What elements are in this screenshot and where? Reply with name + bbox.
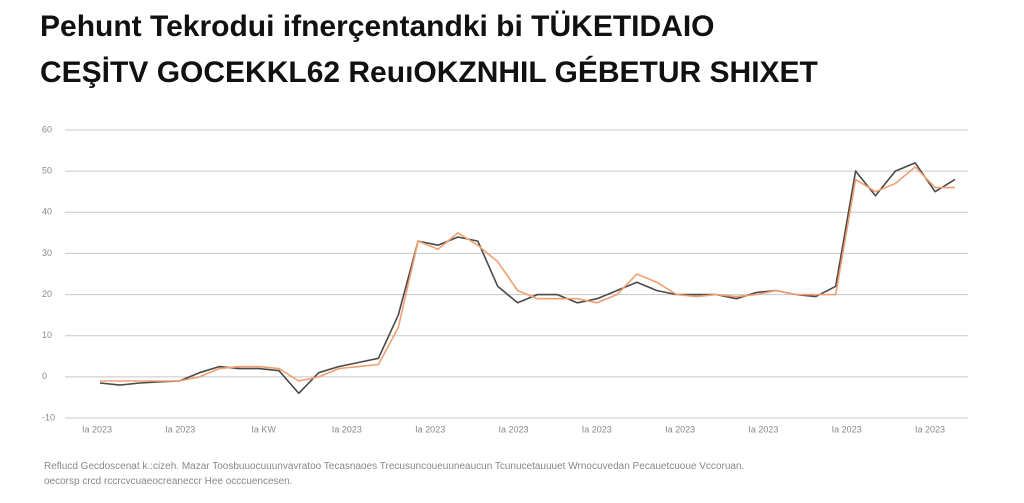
x-tick-label: Ia 2023	[748, 424, 778, 434]
series-line	[99, 162, 956, 395]
footnote: oecorsp crcd rccrcvcuaeocreaneccr Hee oc…	[44, 476, 292, 487]
x-tick-label: Ia 2023	[165, 424, 195, 434]
x-tick-label: Ia 2023	[665, 424, 695, 434]
x-tick-label: Ia 2023	[582, 424, 612, 434]
x-tick-label: Ia 2023	[498, 424, 528, 434]
x-tick-label: Ia 2023	[332, 424, 362, 434]
x-tick-label: Ia 2023	[915, 424, 945, 434]
footnote: Reflucd Gecdoscenat k.:cizeh. Mazar Toos…	[44, 461, 744, 472]
x-tick-label: Ia KW	[251, 424, 276, 434]
y-tick-label: 60	[42, 124, 52, 134]
y-tick-label: 40	[42, 207, 52, 217]
y-tick-label: 10	[42, 330, 52, 340]
y-tick-label: 30	[42, 248, 52, 258]
chart-subtitle: CEŞİTV GOCEKKL62 ReuıOKZNHIL GÉBETUR SHI…	[40, 55, 818, 89]
x-tick-label: Ia 2023	[832, 424, 862, 434]
y-tick-label: 50	[42, 166, 52, 176]
x-tick-label: Ia 2023	[82, 424, 112, 434]
y-tick-label: 20	[42, 289, 52, 299]
x-tick-label: Ia 2023	[415, 424, 445, 434]
y-tick-label: -10	[42, 412, 55, 422]
chart-title: Pehunt Tekrodui ifnerçentandki bi TÜKETI…	[40, 10, 715, 43]
y-tick-label: 0	[42, 371, 47, 381]
series-line	[100, 166, 955, 382]
